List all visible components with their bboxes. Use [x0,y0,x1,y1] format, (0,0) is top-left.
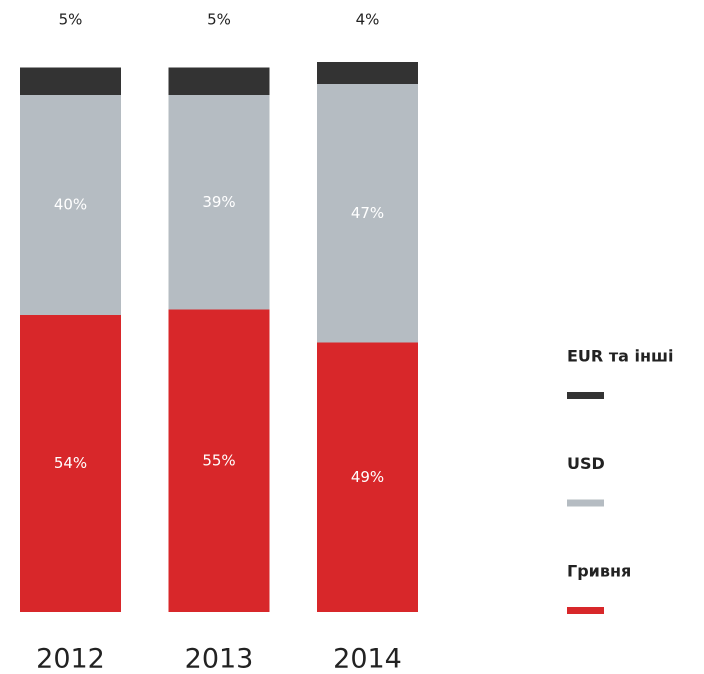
bar-segment [20,315,121,612]
data-label: 54% [54,454,87,472]
bar-segment [317,342,418,612]
data-label: 49% [351,468,384,486]
x-tick-label: 2013 [185,644,254,674]
data-label: 55% [202,451,235,469]
legend-label: USD [567,454,605,473]
x-tick-label: 2012 [36,644,105,674]
bar-segment [168,95,270,310]
bar-segment [168,309,270,612]
legend-label: EUR та інші [567,347,673,366]
data-label: 5% [207,11,231,29]
legend-swatch [567,392,604,399]
legend-swatch [567,499,604,507]
data-label: 40% [54,196,87,214]
bar-segment [317,62,418,84]
bar-segment [20,95,121,315]
data-label: 4% [356,11,380,29]
legend-label: Гривня [567,562,631,581]
legend-swatch [567,607,604,614]
x-tick-label: 2014 [333,644,402,674]
bar-segment [20,67,121,95]
data-label: 47% [351,204,384,222]
bar-segment [317,84,418,343]
data-label: 39% [202,193,235,211]
data-label: 5% [59,11,83,29]
bar-segment [168,67,270,95]
